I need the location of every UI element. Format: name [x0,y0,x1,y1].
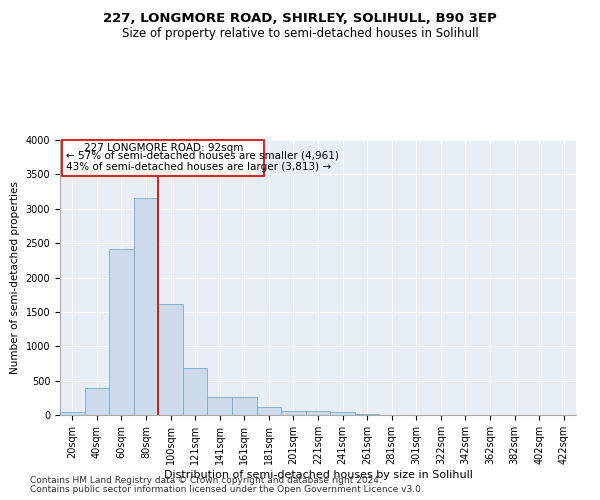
Bar [355,414,379,415]
X-axis label: Distribution of semi-detached houses by size in Solihull: Distribution of semi-detached houses by … [164,470,472,480]
Bar [232,397,257,415]
Bar [158,304,183,415]
Bar [183,368,208,415]
Bar [62,140,264,175]
Bar [257,407,281,415]
Text: ← 57% of semi-detached houses are smaller (4,961): ← 57% of semi-detached houses are smalle… [66,151,339,161]
Text: Contains HM Land Registry data © Crown copyright and database right 2024.: Contains HM Land Registry data © Crown c… [30,476,382,485]
Text: 227, LONGMORE ROAD, SHIRLEY, SOLIHULL, B90 3EP: 227, LONGMORE ROAD, SHIRLEY, SOLIHULL, B… [103,12,497,26]
Text: 227 LONGMORE ROAD: 92sqm: 227 LONGMORE ROAD: 92sqm [83,142,243,152]
Bar [208,397,232,415]
Text: Size of property relative to semi-detached houses in Solihull: Size of property relative to semi-detach… [122,28,478,40]
Text: 43% of semi-detached houses are larger (3,813) →: 43% of semi-detached houses are larger (… [66,162,331,172]
Text: Contains public sector information licensed under the Open Government Licence v3: Contains public sector information licen… [30,485,424,494]
Bar [281,410,306,415]
Bar [60,412,85,415]
Y-axis label: Number of semi-detached properties: Number of semi-detached properties [10,181,20,374]
Bar [134,198,158,415]
Bar [330,412,355,415]
Bar [306,411,330,415]
Bar [109,248,134,415]
Bar [85,388,109,415]
